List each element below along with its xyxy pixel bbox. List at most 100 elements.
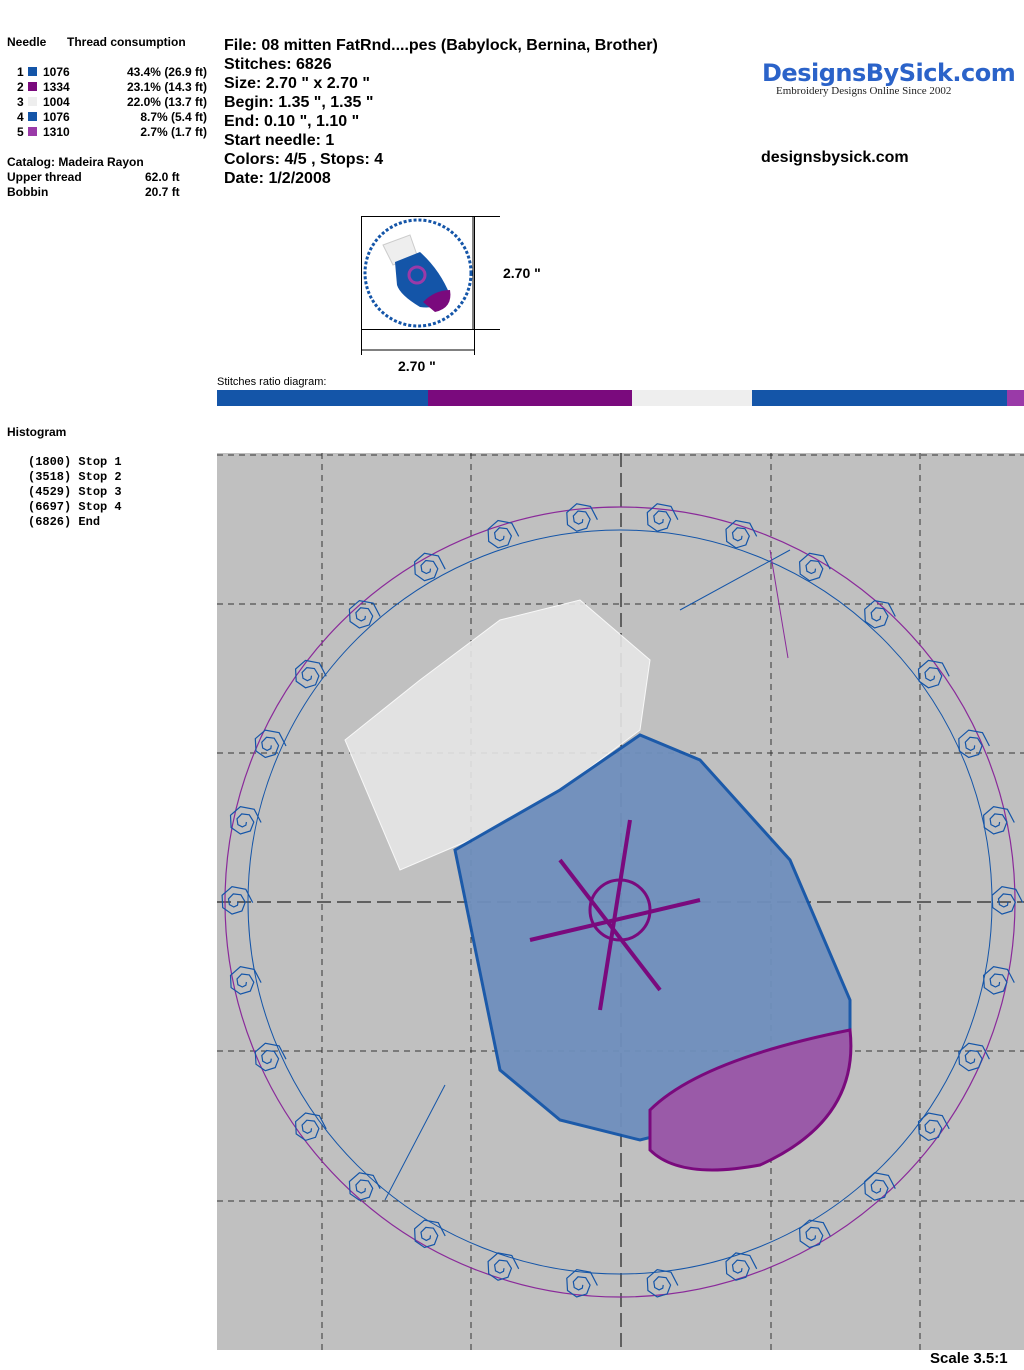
color-swatch — [28, 112, 37, 121]
spiral-stitch — [413, 1219, 446, 1249]
scale-label: Scale 3.5:1 — [930, 1350, 1008, 1367]
spiral-stitch — [294, 1112, 327, 1142]
histogram-stop: (1800) Stop 1 — [28, 455, 122, 470]
end: End: 0.10 ", 1.10 " — [224, 113, 360, 130]
histogram-title: Histogram — [7, 425, 67, 439]
date: Date: 1/2/2008 — [224, 170, 331, 187]
thread-row: 5 1310 2.7% (1.7 ft) — [0, 125, 215, 140]
spiral-stitch — [982, 966, 1015, 995]
color-swatch — [28, 82, 37, 91]
thread-row: 4 1076 8.7% (5.4 ft) — [0, 110, 215, 125]
consumption-header: Thread consumption — [67, 35, 186, 49]
needle-number: 3 — [17, 95, 24, 109]
design-preview — [217, 453, 1024, 1350]
bobbin-value: 20.7 ft — [145, 185, 180, 199]
spiral-stitch — [254, 729, 287, 759]
bobbin-label: Bobbin — [7, 185, 49, 199]
stop-count: (4529) — [28, 485, 72, 499]
stop-count: (6697) — [28, 500, 72, 514]
thread-code: 1334 — [43, 80, 70, 94]
thumbnail-preview — [361, 216, 500, 355]
ratio-segment — [752, 390, 1008, 406]
ratio-segment — [217, 390, 429, 406]
spiral-stitch — [294, 659, 327, 689]
spiral-stitch — [566, 503, 598, 532]
ratio-label: Stitches ratio diagram: — [217, 376, 327, 388]
color-swatch — [28, 67, 37, 76]
spiral-stitch — [646, 1268, 679, 1298]
spiral-stitch — [229, 806, 262, 835]
needle-number: 5 — [17, 125, 24, 139]
spiral-stitch — [487, 1252, 520, 1281]
stop-label: Stop 1 — [78, 455, 122, 469]
design-info: File: 08 mitten FatRnd....pes (Babylock,… — [224, 36, 658, 188]
spiral-stitch — [566, 1268, 598, 1298]
spiral-stitch — [864, 599, 896, 629]
thread-code: 1004 — [43, 95, 70, 109]
file-name: File: 08 mitten FatRnd....pes (Babylock,… — [224, 37, 658, 54]
needle-header: Needle — [7, 35, 47, 49]
upper-thread-label: Upper thread — [7, 170, 82, 184]
logo: DesignsBySick.com Embroidery Designs Onl… — [762, 59, 1016, 97]
size: Size: 2.70 " x 2.70 " — [224, 75, 370, 92]
spiral-stitch — [348, 1172, 381, 1201]
thread-consumption: 2.7% (1.7 ft) — [140, 125, 207, 139]
height-label: 2.70 " — [503, 265, 541, 281]
ratio-segment — [631, 390, 753, 406]
thread-code: 1310 — [43, 125, 70, 139]
spiral-stitch — [958, 729, 990, 759]
spiral-stitch — [798, 552, 831, 582]
spiral-stitch — [982, 806, 1015, 835]
spiral-stitch — [991, 886, 1024, 915]
upper-thread-value: 62.0 ft — [145, 170, 180, 184]
stop-label: Stop 3 — [78, 485, 122, 499]
stop-label: Stop 4 — [78, 500, 122, 514]
spiral-stitch — [958, 1042, 990, 1072]
spiral-stitch — [725, 1252, 758, 1281]
spiral-stitch — [487, 519, 520, 549]
needle-number: 2 — [17, 80, 24, 94]
start-needle: Start needle: 1 — [224, 132, 335, 149]
thread-consumption: 23.1% (14.3 ft) — [126, 80, 207, 94]
thread-code: 1076 — [43, 110, 70, 124]
spiral-stitch — [646, 503, 679, 532]
color-swatch — [28, 97, 37, 106]
spiral-stitch — [413, 552, 446, 582]
website-url[interactable]: designsbysick.com — [761, 149, 909, 166]
colors-stops: Colors: 4/5 , Stops: 4 — [224, 151, 384, 168]
stop-count: (6826) — [28, 515, 72, 529]
needle-number: 4 — [17, 110, 24, 124]
logo-tagline: Embroidery Designs Online Since 2002 — [776, 85, 952, 97]
color-swatch — [28, 127, 37, 136]
stitches-ratio-bar — [217, 390, 1024, 406]
thread-row: 1 1076 43.4% (26.9 ft) — [0, 65, 215, 80]
spiral-stitch — [798, 1219, 831, 1249]
spiral-stitch — [254, 1042, 287, 1072]
histogram-stop: (6697) Stop 4 — [28, 500, 122, 515]
stitches: Stitches: 6826 — [224, 56, 332, 73]
thread-row: 2 1334 23.1% (14.3 ft) — [0, 80, 215, 95]
histogram-stop: (3518) Stop 2 — [28, 470, 122, 485]
spiral-stitch — [229, 966, 262, 995]
spiral-stitch — [725, 519, 758, 549]
logo-brand: DesignsBySick.com — [762, 59, 1016, 87]
ratio-segment — [428, 390, 632, 406]
spiral-stitch — [348, 599, 381, 629]
thread-consumption: 22.0% (13.7 ft) — [126, 95, 207, 109]
thread-consumption: 43.4% (26.9 ft) — [126, 65, 207, 79]
begin: Begin: 1.35 ", 1.35 " — [224, 94, 374, 111]
spiral-stitch — [917, 1112, 950, 1142]
histogram-stop: (4529) Stop 3 — [28, 485, 122, 500]
thread-row: 3 1004 22.0% (13.7 ft) — [0, 95, 215, 110]
stop-count: (3518) — [28, 470, 72, 484]
catalog: Catalog: Madeira Rayon — [7, 155, 144, 169]
spiral-stitch — [221, 886, 254, 915]
spiral-stitch — [864, 1172, 896, 1201]
thread-code: 1076 — [43, 65, 70, 79]
stop-label: End — [78, 515, 101, 529]
ratio-segment — [1007, 390, 1024, 406]
thread-consumption: 8.7% (5.4 ft) — [140, 110, 207, 124]
needle-number: 1 — [17, 65, 24, 79]
spiral-stitch — [917, 659, 950, 689]
stop-count: (1800) — [28, 455, 72, 469]
